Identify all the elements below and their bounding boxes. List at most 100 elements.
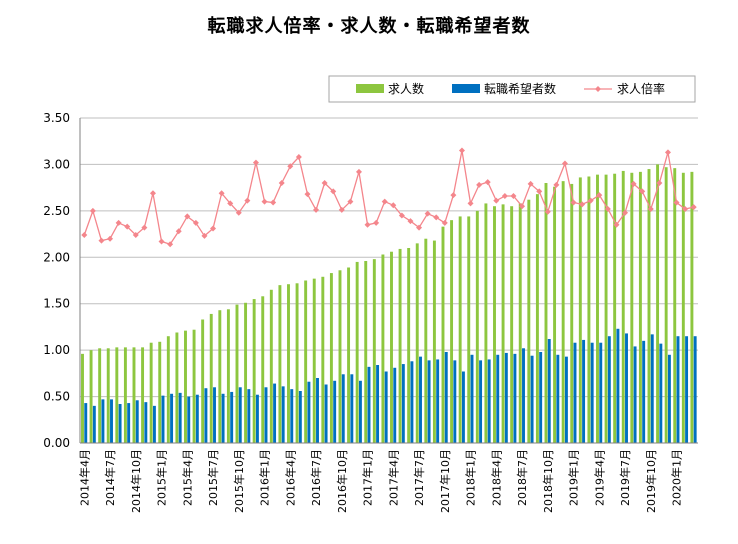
bar-job-seekers: [461, 371, 465, 443]
bar-job-openings: [690, 171, 694, 443]
bar-job-openings: [630, 172, 634, 444]
ratio-point: [321, 180, 328, 186]
bar-job-seekers: [444, 352, 448, 443]
series-ratio-line: [81, 147, 697, 248]
ratio-point: [210, 225, 217, 232]
bar-job-seekers: [659, 343, 663, 443]
bar-job-openings: [664, 167, 668, 443]
legend-label-ratio: 求人倍率: [617, 81, 665, 96]
x-tick-label: 2019年1月: [567, 449, 581, 506]
bar-job-openings: [604, 174, 608, 443]
legend: 求人数 転職希望者数 求人倍率: [328, 75, 696, 103]
bar-job-seekers: [273, 383, 277, 443]
bar-job-seekers: [195, 394, 199, 443]
ratio-point: [330, 188, 337, 195]
legend-marker-ratio: [595, 86, 601, 92]
bar-job-openings: [244, 302, 248, 443]
ratio-point: [476, 181, 483, 188]
bar-job-openings: [475, 210, 479, 443]
ratio-point: [235, 209, 242, 216]
bar-job-seekers: [599, 342, 603, 443]
bar-job-openings: [501, 204, 505, 443]
bar-job-seekers: [642, 340, 646, 443]
bar-job-openings: [561, 181, 565, 443]
bar-job-seekers: [350, 374, 354, 443]
x-tick-label: 2014年4月: [77, 449, 91, 506]
bar-job-openings: [638, 171, 642, 443]
ratio-point: [252, 159, 259, 166]
bar-job-openings: [570, 183, 574, 443]
ratio-point: [270, 199, 277, 206]
ratio-point: [570, 199, 577, 206]
bar-job-seekers: [298, 391, 302, 443]
x-tick-label: 2014年7月: [103, 449, 117, 506]
bar-job-openings: [596, 174, 599, 443]
bar-job-seekers: [401, 364, 405, 443]
bar-job-seekers: [230, 391, 234, 443]
ratio-point: [81, 232, 88, 238]
series-job-openings-bars: [81, 164, 694, 444]
ratio-point: [639, 188, 646, 195]
bar-job-seekers: [92, 405, 96, 443]
ratio-point: [527, 180, 534, 187]
bar-job-seekers: [247, 389, 251, 443]
bar-job-openings: [484, 203, 488, 443]
bar-job-seekers: [685, 336, 689, 443]
ratio-point: [115, 219, 122, 226]
bar-job-seekers: [582, 339, 586, 443]
bar-job-seekers: [470, 354, 474, 443]
legend-box: [328, 75, 696, 103]
bar-job-openings: [390, 251, 393, 443]
bar-job-openings: [587, 176, 591, 443]
bar-job-seekers: [144, 402, 148, 443]
y-tick-label: 2.50: [43, 204, 70, 218]
bar-job-openings: [432, 240, 436, 443]
bar-job-openings: [149, 342, 153, 443]
ratio-point: [201, 232, 208, 239]
ratio-point: [407, 218, 414, 225]
bar-job-openings: [621, 170, 625, 443]
bar-job-openings: [106, 348, 110, 443]
bar-job-seekers: [530, 355, 534, 443]
bar-job-seekers: [547, 339, 551, 443]
y-tick-label: 3.00: [43, 157, 70, 171]
ratio-point: [141, 224, 148, 231]
ratio-point: [390, 202, 397, 209]
bar-job-seekers: [539, 352, 543, 443]
bar-job-seekers: [255, 394, 259, 443]
bar-job-openings: [235, 304, 239, 443]
bar-job-openings: [304, 280, 308, 443]
bar-job-openings: [201, 319, 205, 443]
bar-job-seekers: [419, 356, 422, 443]
ratio-point: [227, 200, 234, 207]
ratio-point: [664, 149, 671, 156]
bar-job-seekers: [127, 403, 131, 443]
ratio-point: [647, 206, 654, 212]
x-axis-ticks: 2014年4月 2014年7月 2014年10月 2015年1月 2015年4月 2015…: [77, 449, 683, 513]
ratio-point: [493, 197, 500, 204]
ratio-point: [355, 168, 362, 175]
ratio-point: [398, 212, 405, 219]
bar-job-seekers: [358, 380, 362, 443]
bar-job-openings: [158, 341, 162, 443]
bar-job-seekers: [221, 393, 225, 443]
bar-job-seekers: [341, 374, 345, 443]
x-tick-label: 2018年4月: [489, 449, 503, 506]
x-tick-label: 2016年7月: [309, 449, 323, 506]
legend-label-job-openings: 求人数: [388, 81, 424, 96]
bar-job-openings: [578, 177, 582, 443]
bar-job-seekers: [187, 396, 191, 443]
bar-job-seekers: [616, 328, 620, 443]
bar-job-seekers: [384, 371, 388, 443]
ratio-point: [424, 210, 431, 217]
bar-job-openings: [467, 216, 471, 443]
ratio-point: [149, 190, 156, 197]
bar-job-openings: [252, 299, 256, 443]
bar-job-seekers: [504, 352, 508, 443]
ratio-point: [184, 213, 191, 220]
x-tick-label: 2019年10月: [644, 449, 658, 513]
bar-job-openings: [510, 206, 514, 443]
bar-job-openings: [535, 194, 539, 443]
bar-job-seekers: [564, 356, 568, 443]
